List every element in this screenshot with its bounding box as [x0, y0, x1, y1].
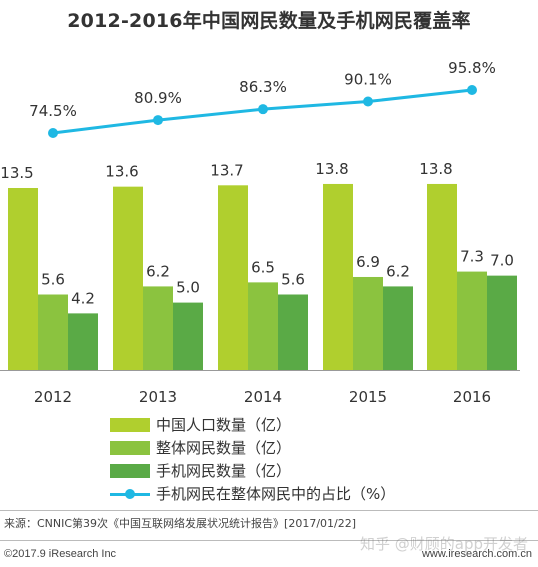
bar-label-1-2015: 13.8 [315, 160, 348, 178]
bar-3-2015 [383, 286, 413, 370]
ratio-point-2015 [363, 96, 373, 107]
legend-swatch-netizens [110, 440, 150, 455]
bar-1-2012 [8, 188, 38, 370]
bar-3-2013 [173, 302, 203, 370]
bar-1-2015 [323, 183, 353, 370]
bar-label-1-2012: 13.5 [0, 164, 33, 182]
chart-legend: 中国人口数量（亿） 整体网民数量（亿） 手机网民数量（亿） 手机网民在整体网民中… [110, 413, 470, 505]
legend-item-mobile-netizens: 手机网民数量（亿） [110, 459, 470, 482]
bar-3-2016 [487, 275, 517, 370]
legend-item-netizens: 整体网民数量（亿） [110, 436, 470, 459]
bar-label-1-2014: 13.7 [210, 161, 243, 179]
bar-label-1-2013: 13.6 [105, 163, 138, 181]
x-tick-2012: 2012 [34, 388, 72, 406]
legend-item-mobile-ratio: 手机网民在整体网民中的占比（%） [110, 482, 470, 505]
x-tick-2015: 2015 [349, 388, 387, 406]
bar-label-2-2014: 6.5 [251, 258, 275, 276]
bar-label-2-2015: 6.9 [356, 253, 380, 271]
source-note: 来源：CNNIC第39次《中国互联网络发展状况统计报告》[2017/01/22] [4, 517, 357, 530]
watermark-text: 知乎 @财顾的app开发者 [359, 535, 528, 553]
bar-label-1-2016: 13.8 [419, 160, 452, 178]
legend-item-population: 中国人口数量（亿） [110, 413, 470, 436]
ratio-label-2014: 86.3% [239, 78, 287, 96]
footer-divider-top [0, 510, 538, 511]
ratio-label-2016: 95.8% [448, 59, 496, 77]
legend-swatch-mobile-netizens [110, 463, 150, 478]
bar-label-3-2014: 5.6 [281, 271, 305, 289]
ratio-label-2013: 80.9% [134, 89, 182, 107]
ratio-point-2016 [467, 85, 477, 95]
website-link[interactable]: www.iresearch.com.cn [421, 548, 532, 560]
bar-1-2016 [427, 183, 457, 370]
bar-label-3-2016: 7.0 [490, 252, 514, 270]
bar-2-2014 [248, 282, 278, 370]
ratio-label-2012: 74.5% [29, 102, 77, 120]
bar-label-2-2016: 7.3 [460, 248, 484, 266]
legend-swatch-mobile-ratio [110, 487, 150, 501]
bar-label-2-2013: 6.2 [146, 262, 170, 280]
legend-label-mobile-ratio: 手机网民在整体网民中的占比（%） [156, 485, 396, 503]
bar-1-2013 [113, 186, 143, 370]
x-tick-2016: 2016 [453, 388, 491, 406]
legend-swatch-population [110, 417, 150, 432]
x-tick-2014: 2014 [244, 388, 282, 406]
bar-3-2012 [68, 313, 98, 370]
chart-plot: 13.5 5.6 4.2 2012 13.6 6.2 5.0 2013 13.7 6.5 5.6 20… [0, 59, 520, 406]
ratio-label-2015: 90.1% [344, 71, 392, 89]
legend-label-mobile-netizens: 手机网民数量（亿） [156, 462, 292, 480]
legend-label-netizens: 整体网民数量（亿） [156, 439, 292, 457]
bar-label-3-2012: 4.2 [71, 289, 95, 307]
bar-label-3-2013: 5.0 [176, 279, 200, 297]
bar-3-2014 [278, 294, 308, 370]
bar-2-2015 [353, 276, 383, 370]
x-tick-2013: 2013 [139, 388, 177, 406]
ratio-point-2014 [258, 104, 268, 115]
ratio-point-2013 [153, 115, 163, 126]
chart-title: 2012-2016年中国网民数量及手机网民覆盖率 [67, 10, 471, 32]
bar-2-2016 [457, 271, 487, 370]
ratio-point-2012 [48, 128, 58, 138]
bar-1-2014 [218, 185, 248, 370]
bar-2-2012 [38, 294, 68, 370]
footer-divider-bottom [0, 540, 538, 541]
legend-label-population: 中国人口数量（亿） [156, 416, 292, 434]
bar-label-2-2012: 5.6 [41, 271, 65, 289]
copyright-text: ©2017.9 iResearch Inc [4, 548, 117, 560]
bar-label-3-2015: 6.2 [386, 262, 410, 280]
bar-2-2013 [143, 286, 173, 370]
